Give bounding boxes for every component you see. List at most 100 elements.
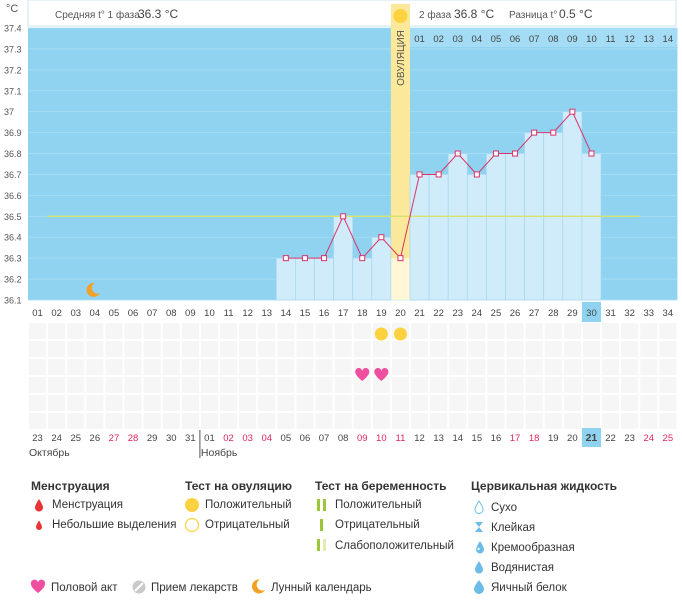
- temperature-point: [340, 213, 347, 220]
- cycle-day-label: 21: [414, 308, 425, 319]
- event-cell: [449, 413, 467, 429]
- event-cell: [239, 359, 257, 375]
- calendar-date-label: 25: [663, 433, 674, 444]
- event-cell: [602, 377, 620, 393]
- calendar-date-label: 14: [452, 433, 463, 444]
- event-cell: [506, 341, 524, 357]
- event-cell: [67, 395, 85, 411]
- event-cell: [29, 377, 47, 393]
- event-cell: [525, 323, 543, 339]
- event-cell: [29, 413, 47, 429]
- y-tick-label: 36.5: [4, 212, 22, 222]
- event-cell: [334, 341, 352, 357]
- event-cell: [621, 359, 639, 375]
- temp-bar: [275, 257, 296, 301]
- event-cell: [391, 413, 409, 429]
- event-cell: [143, 395, 161, 411]
- event-cell: [544, 359, 562, 375]
- event-cell: [449, 323, 467, 339]
- event-cell: [430, 341, 448, 357]
- event-cell: [334, 359, 352, 375]
- cycle-day-label: 33: [643, 308, 654, 319]
- event-cell: [200, 323, 218, 339]
- cycle-day-label: 26: [510, 308, 521, 319]
- event-cell: [29, 395, 47, 411]
- cycle-day-label: 07: [147, 308, 158, 319]
- cycle-day-label: 02: [51, 308, 62, 319]
- temperature-point: [435, 171, 442, 178]
- event-cell: [487, 323, 505, 339]
- event-cell: [659, 359, 677, 375]
- event-cell: [143, 413, 161, 429]
- phase2-day-label: 13: [643, 34, 654, 45]
- phase2-day-label: 10: [586, 34, 597, 45]
- event-cell: [239, 341, 257, 357]
- calendar-date-label: 09: [357, 433, 368, 444]
- event-cell: [430, 359, 448, 375]
- temperature-point: [397, 255, 404, 262]
- event-cell: [449, 395, 467, 411]
- event-cell: [67, 341, 85, 357]
- event-cell: [143, 341, 161, 357]
- event-cell: [487, 359, 505, 375]
- event-cell: [430, 413, 448, 429]
- event-cell: [315, 377, 333, 393]
- event-cell: [430, 395, 448, 411]
- calendar-today-highlight: [581, 428, 601, 447]
- event-cell: [315, 341, 333, 357]
- phase2-day-label: 03: [452, 34, 463, 45]
- event-cell: [640, 413, 658, 429]
- calendar-date-label: 27: [109, 433, 120, 444]
- event-cell: [86, 341, 104, 357]
- event-cell: [105, 413, 123, 429]
- event-cell: [315, 395, 333, 411]
- event-cell: [181, 341, 199, 357]
- event-cell: [449, 341, 467, 357]
- event-cell: [220, 341, 238, 357]
- phase2-label: 2 фаза: [419, 9, 452, 21]
- calendar-date-label: 15: [472, 433, 483, 444]
- temp-bar: [486, 153, 506, 301]
- temp-bar: [428, 174, 449, 301]
- event-cell: [506, 395, 524, 411]
- event-cell: [296, 341, 314, 357]
- cycle-day-label: 23: [452, 308, 463, 319]
- event-cell: [525, 413, 543, 429]
- calendar-date-label: 16: [491, 433, 502, 444]
- event-cell: [67, 359, 85, 375]
- temperature-point: [512, 150, 519, 157]
- event-cell: [430, 323, 448, 339]
- cycle-day-label: 25: [491, 308, 502, 319]
- calendar-date-label: 04: [261, 433, 272, 444]
- cycle-day-label: 20: [395, 308, 406, 319]
- event-cell: [29, 359, 47, 375]
- event-cell: [621, 395, 639, 411]
- temperature-point: [321, 255, 328, 262]
- event-cell: [162, 413, 180, 429]
- event-cell: [86, 413, 104, 429]
- event-cell: [640, 359, 658, 375]
- event-cell: [124, 323, 142, 339]
- phase2-day-label: 02: [433, 34, 444, 45]
- event-cell: [29, 323, 47, 339]
- event-cell: [353, 323, 371, 339]
- temperature-point: [531, 129, 538, 136]
- event-cell: [239, 323, 257, 339]
- event-cell: [258, 377, 276, 393]
- cycle-day-label: 29: [567, 308, 578, 319]
- event-cell: [411, 341, 429, 357]
- calendar-date-label: 26: [90, 433, 101, 444]
- event-cell: [181, 359, 199, 375]
- event-cell: [315, 413, 333, 429]
- event-cell: [48, 341, 66, 357]
- temp-bar: [352, 257, 373, 301]
- event-cell: [468, 413, 486, 429]
- event-cell: [220, 395, 238, 411]
- event-cell: [258, 323, 276, 339]
- event-cell: [353, 341, 371, 357]
- temperature-point: [492, 150, 499, 157]
- calendar-date-label: 05: [281, 433, 292, 444]
- event-cell: [563, 359, 581, 375]
- phase2-day-label: 04: [472, 34, 483, 45]
- event-cell: [296, 377, 314, 393]
